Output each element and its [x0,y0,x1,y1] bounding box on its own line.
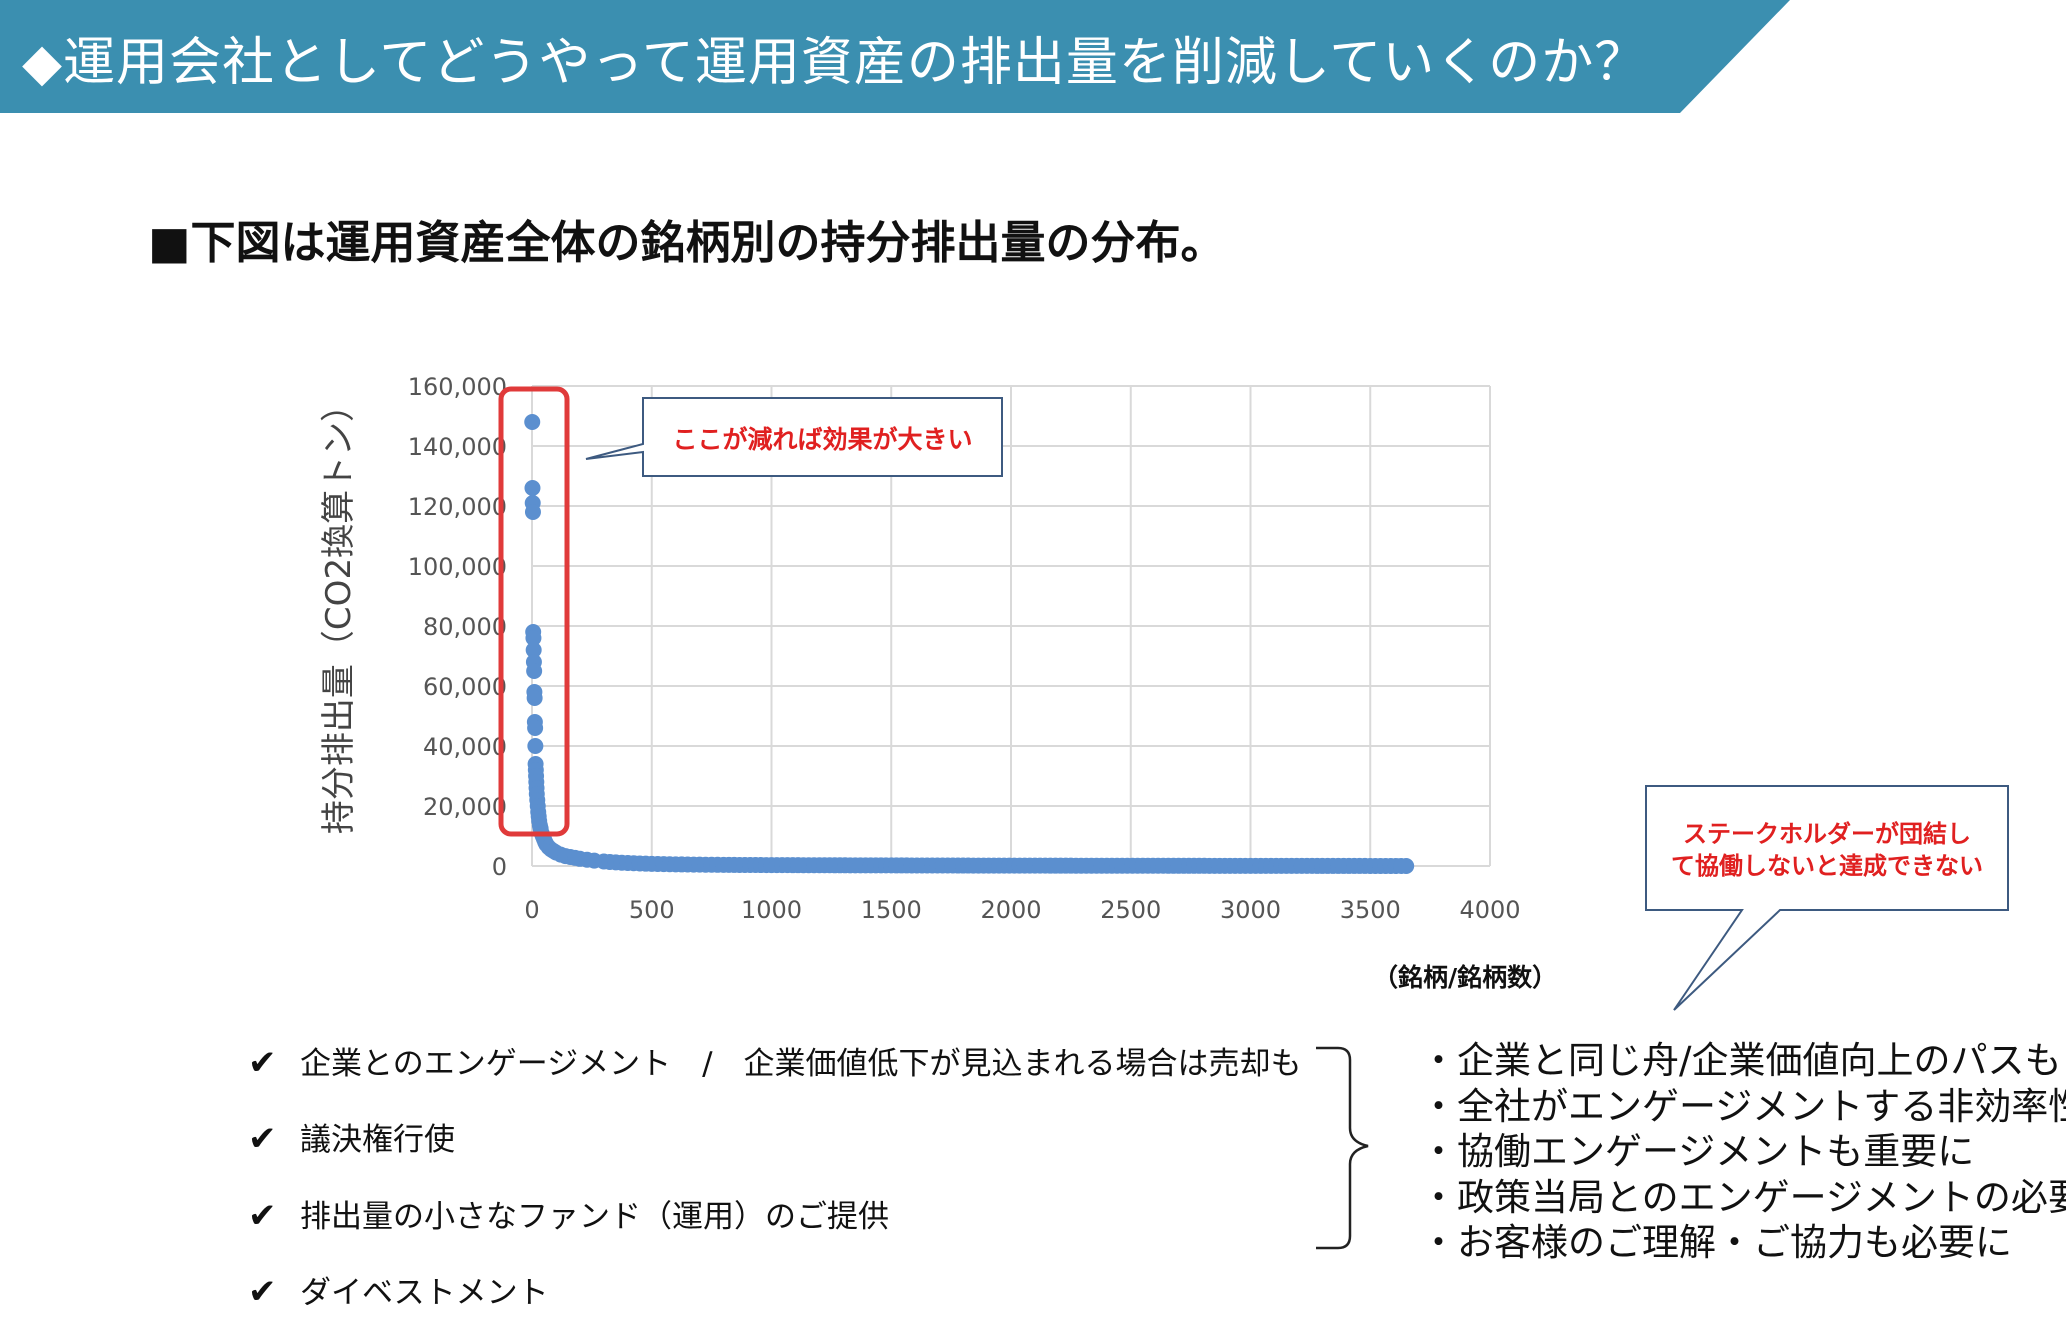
list-item: ✔ 排出量の小さなファンド（運用）のご提供 [248,1191,889,1236]
x-tick-label: 4000 [1459,896,1520,924]
list-item: ✔ ダイベストメント [248,1267,549,1312]
y-tick-label: 0 [492,853,507,881]
y-tick-label: 60,000 [423,673,507,701]
y-tick-label: 40,000 [423,733,507,761]
y-axis-ticks: 0 20,000 40,000 60,000 80,000 100,000 120,000 1… [408,373,507,881]
check-icon: ✔ [248,1119,277,1159]
list-item-label: 排出量の小さなファンド（運用）のご提供 [300,1199,889,1235]
list-item: ・協働エンゲージメントも重要に [1420,1130,1975,1173]
data-points [524,414,1415,874]
y-tick-label: 20,000 [423,793,507,821]
considerations-list: ・企業と同じ舟/企業価値向上のパスも ・全社がエンゲージメントする非効率性 ・協… [1420,1038,2066,1266]
check-icon: ✔ [248,1272,277,1312]
data-point [524,504,541,520]
x-tick-label: 500 [629,896,675,924]
list-item: ・政策当局とのエンゲージメントの必要性 [1420,1175,2066,1219]
section-subtitle: ■下図は運用資産全体の銘柄別の持分排出量の分布。 [148,216,1226,269]
list-item: ・お客様のご理解・ご協力も必要に [1420,1221,2012,1264]
list-item: ✔ 企業とのエンゲージメント / 企業価値低下が見込まれる場合は売却も [248,1038,1302,1083]
data-point [526,663,543,679]
y-tick-label: 140,000 [408,433,507,461]
y-tick-label: 160,000 [408,373,507,401]
list-item: ・全社がエンゲージメントする非効率性 [1420,1084,2066,1128]
x-axis-ticks: 0 500 1000 1500 2000 2500 3000 3500 4000 [524,896,1520,924]
top-emitters-highlight [498,386,570,837]
x-tick-label: 3000 [1220,896,1281,924]
list-item-label: ダイベストメント [300,1275,549,1311]
right-callout-line-2: て協働しないと達成できない [1671,852,1983,880]
data-point [527,738,544,754]
x-tick-label: 0 [524,896,539,924]
data-point [525,630,542,646]
right-callout-line-1: ステークホルダーが団結し [1683,820,1971,848]
x-axis-label: （銘柄/銘柄数） [1373,963,1558,992]
data-point [1398,857,1415,874]
right-callout-box [1645,785,2009,1011]
y-axis-label: 持分排出量（CO2換算トン） [319,388,359,834]
list-item: ✔ 議決権行使 [248,1114,455,1159]
top-callout-box [585,397,1003,477]
chart-grid [531,385,1491,867]
data-point [526,690,543,706]
page-title: ◆運用会社としてどうやって運用資産の排出量を削減していくのか？ [22,33,1648,93]
y-tick-label: 100,000 [408,553,507,581]
header-banner [0,0,1790,113]
grouping-brace [1316,1046,1369,1250]
check-icon: ✔ [248,1196,277,1236]
data-point [525,642,542,658]
right-callout-text: ステークホルダーが団結し て協働しないと達成できない [1646,818,2008,882]
y-tick-label: 80,000 [423,613,507,641]
top-callout-text: ここが減れば効果が大きい [672,425,973,454]
x-tick-label: 1500 [861,896,922,924]
x-tick-label: 2500 [1100,896,1161,924]
data-point [524,414,541,430]
list-item: ・企業と同じ舟/企業価値向上のパスも [1420,1039,2062,1082]
data-point [527,720,544,736]
list-item-label: 企業とのエンゲージメント / 企業価値低下が見込まれる場合は売却も [300,1046,1302,1082]
x-tick-label: 3500 [1340,896,1401,924]
list-item-label: 議決権行使 [300,1122,455,1158]
x-tick-label: 1000 [741,896,802,924]
check-icon: ✔ [248,1043,277,1083]
y-tick-label: 120,000 [408,493,507,521]
data-point [524,480,541,496]
x-tick-label: 2000 [980,896,1041,924]
